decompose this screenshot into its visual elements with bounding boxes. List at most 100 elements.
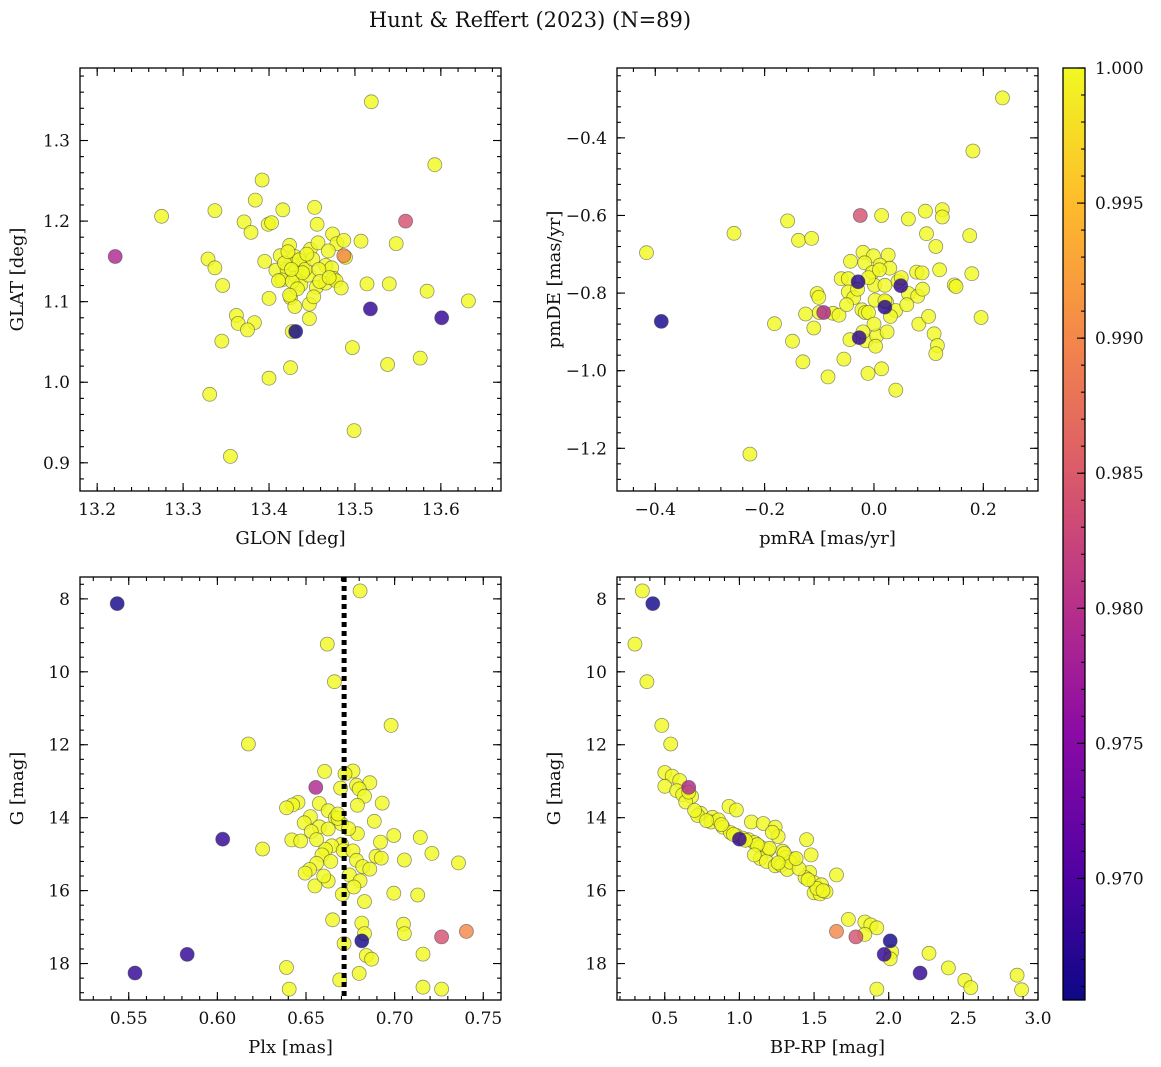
bprp-g-point bbox=[800, 872, 816, 888]
pmra-pmde-point bbox=[918, 203, 933, 219]
bprp-g-point bbox=[681, 780, 697, 795]
colorbar-tick-label: 0.985 bbox=[1095, 464, 1144, 484]
glon-glat-point bbox=[207, 260, 223, 276]
bprp-g-y-tick-label: 18 bbox=[585, 955, 607, 975]
pmra-pmde-point bbox=[820, 369, 836, 385]
pmra-pmde-point bbox=[964, 266, 980, 282]
plx-g-point bbox=[412, 830, 428, 845]
bprp-g-point bbox=[746, 847, 762, 863]
plx-g-point bbox=[297, 865, 313, 881]
pmra-pmde-point bbox=[919, 226, 934, 242]
glon-glat-y-tick-label: 1.0 bbox=[43, 373, 70, 393]
bprp-g-point bbox=[848, 929, 864, 945]
glon-glat-point bbox=[333, 280, 349, 296]
colorbar-tick-label: 1.000 bbox=[1095, 59, 1144, 79]
bprp-g-x-tick-label: 3.0 bbox=[1024, 1009, 1051, 1029]
bprp-g-point bbox=[921, 945, 937, 961]
plx-g-point bbox=[255, 841, 271, 857]
pmra-pmde-point bbox=[965, 143, 981, 159]
bprp-g-x-tick-label: 1.0 bbox=[726, 1009, 753, 1029]
plx-g-point bbox=[323, 854, 339, 869]
glon-glat-point bbox=[362, 301, 378, 317]
plx-g-point bbox=[364, 951, 380, 967]
bprp-g-point bbox=[941, 960, 956, 976]
pmra-pmde-point bbox=[928, 346, 944, 362]
pmra-pmde-point bbox=[928, 239, 944, 254]
pmra-pmde-point bbox=[798, 306, 813, 322]
glon-glat-point bbox=[236, 214, 252, 230]
pmra-pmde-point bbox=[767, 316, 782, 332]
glon-glat-point bbox=[310, 235, 326, 251]
plx-g-point bbox=[240, 736, 256, 752]
bprp-g-point bbox=[799, 832, 814, 847]
plx-g-point bbox=[386, 828, 402, 843]
glon-glat-point bbox=[353, 233, 369, 249]
glon-glat-point bbox=[307, 199, 323, 215]
bprp-g-x-tick-label: 0.5 bbox=[651, 1009, 678, 1029]
pmra-pmde-x-tick-label: −0.2 bbox=[744, 500, 785, 520]
plx-g-point bbox=[319, 636, 335, 652]
plx-g-point bbox=[396, 852, 412, 868]
plx-g-point bbox=[325, 912, 341, 928]
glon-glat-point bbox=[282, 287, 298, 303]
plx-g-point bbox=[424, 846, 440, 861]
glon-glat-point bbox=[301, 311, 317, 327]
glon-glat-point bbox=[207, 203, 223, 219]
pmra-pmde-x-axis-label: pmRA [mas/yr] bbox=[759, 528, 896, 549]
plx-g-point bbox=[279, 960, 294, 975]
plx-g-y-tick-label: 14 bbox=[48, 809, 70, 829]
pmra-pmde-point bbox=[785, 333, 800, 349]
plx-g-point bbox=[279, 800, 294, 816]
pmra-pmde-point bbox=[811, 289, 827, 305]
pmra-pmde-point bbox=[921, 308, 936, 324]
bprp-g-point bbox=[1014, 982, 1029, 998]
plx-g-point bbox=[366, 813, 382, 829]
panel-bprp-g: 0.5 1.0 1.5 2.0 2.5 3.0 8 10 12 14 16 18 BP-RP [mag]… bbox=[544, 576, 1052, 1058]
plx-g-point bbox=[362, 861, 378, 877]
pmra-pmde-point bbox=[872, 262, 887, 278]
pmra-pmde-point bbox=[804, 230, 819, 246]
bprp-g-point bbox=[912, 965, 928, 981]
plx-g-x-tick-label: 0.65 bbox=[287, 1009, 325, 1029]
bprp-g-point bbox=[963, 980, 979, 995]
plx-g-y-tick-label: 12 bbox=[48, 736, 70, 756]
plx-g-point bbox=[127, 965, 143, 981]
pmra-pmde-point bbox=[899, 297, 915, 313]
pmra-pmde-point bbox=[852, 208, 868, 223]
plx-g-point bbox=[307, 878, 323, 894]
pmra-pmde-point bbox=[934, 209, 950, 225]
plx-g-point bbox=[386, 885, 402, 901]
bprp-g-point bbox=[803, 847, 819, 863]
pmra-pmde-point bbox=[962, 228, 978, 244]
plx-g-point bbox=[326, 674, 342, 690]
glon-glat-point bbox=[215, 278, 231, 293]
pmra-pmde-point bbox=[653, 313, 669, 329]
plx-g-point bbox=[415, 979, 431, 995]
plx-g-point bbox=[434, 929, 450, 945]
glon-glat-point bbox=[359, 276, 375, 292]
colorbar-tick-label: 0.975 bbox=[1095, 734, 1144, 754]
bprp-g-point bbox=[1009, 967, 1025, 983]
plx-g-point bbox=[215, 831, 231, 847]
glon-glat-point bbox=[283, 261, 299, 277]
colorbar-tick-label: 0.990 bbox=[1095, 329, 1144, 349]
glon-glat-point bbox=[434, 310, 450, 326]
bprp-g-y-axis-label: G [mag] bbox=[544, 752, 565, 825]
glon-glat-point bbox=[412, 350, 428, 366]
bprp-g-point bbox=[645, 596, 661, 611]
glon-glat-point bbox=[321, 270, 337, 285]
pmra-pmde-point bbox=[742, 446, 758, 462]
pmra-pmde-y-tick-label: −1.0 bbox=[566, 362, 607, 382]
pmra-pmde-point bbox=[915, 281, 930, 297]
glon-glat-point bbox=[240, 322, 255, 338]
bprp-g-point bbox=[687, 803, 702, 818]
pmra-pmde-y-axis-label: pmDE [mas/yr] bbox=[544, 211, 565, 349]
pmra-pmde-point bbox=[879, 324, 895, 340]
plx-g-y-tick-label: 16 bbox=[48, 882, 70, 902]
glon-glat-point bbox=[247, 192, 263, 208]
plx-g-point bbox=[320, 821, 336, 837]
plx-g-point bbox=[351, 966, 367, 981]
glon-glat-point bbox=[254, 172, 270, 188]
plx-g-point bbox=[317, 764, 333, 779]
